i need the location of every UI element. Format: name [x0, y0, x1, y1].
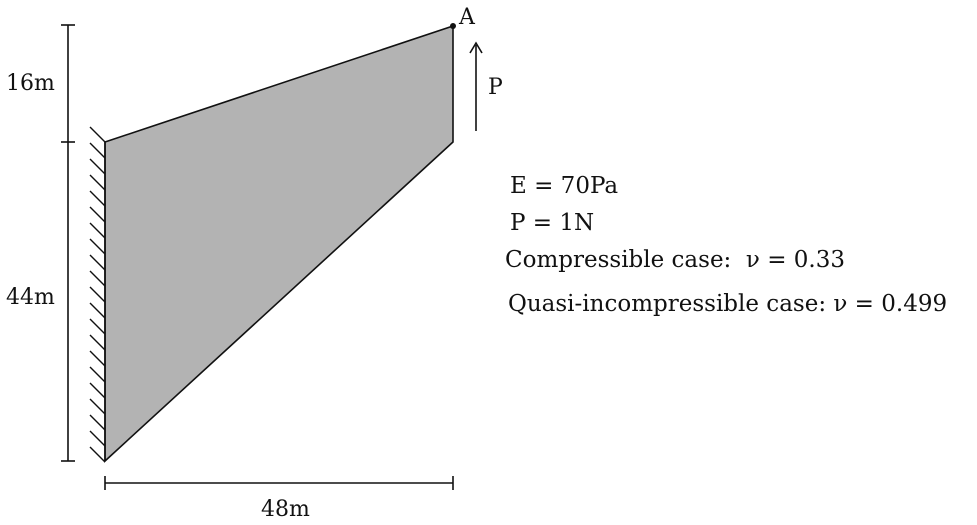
point-a-label: A: [458, 5, 476, 30]
width-label: 48m: [261, 497, 310, 522]
panel-shape: [104, 24, 454, 463]
parameter-p: P = 1N: [510, 210, 594, 236]
load-label: P: [488, 75, 503, 100]
parameter-quasi-incompressible: Quasi-incompressible case: ν = 0.499: [508, 291, 947, 317]
parameter-compressible: Compressible case: ν = 0.33: [505, 247, 845, 273]
point-a-dot: [450, 23, 456, 29]
vertical-dimension: [61, 24, 75, 462]
bottom-height-label: 44m: [6, 285, 55, 310]
parameter-e: E = 70Pa: [510, 173, 618, 199]
top-height-label: 16m: [6, 71, 55, 96]
load-arrow-icon: [469, 41, 483, 131]
wall-hatching: [89, 126, 106, 463]
horizontal-dimension: [104, 476, 454, 490]
